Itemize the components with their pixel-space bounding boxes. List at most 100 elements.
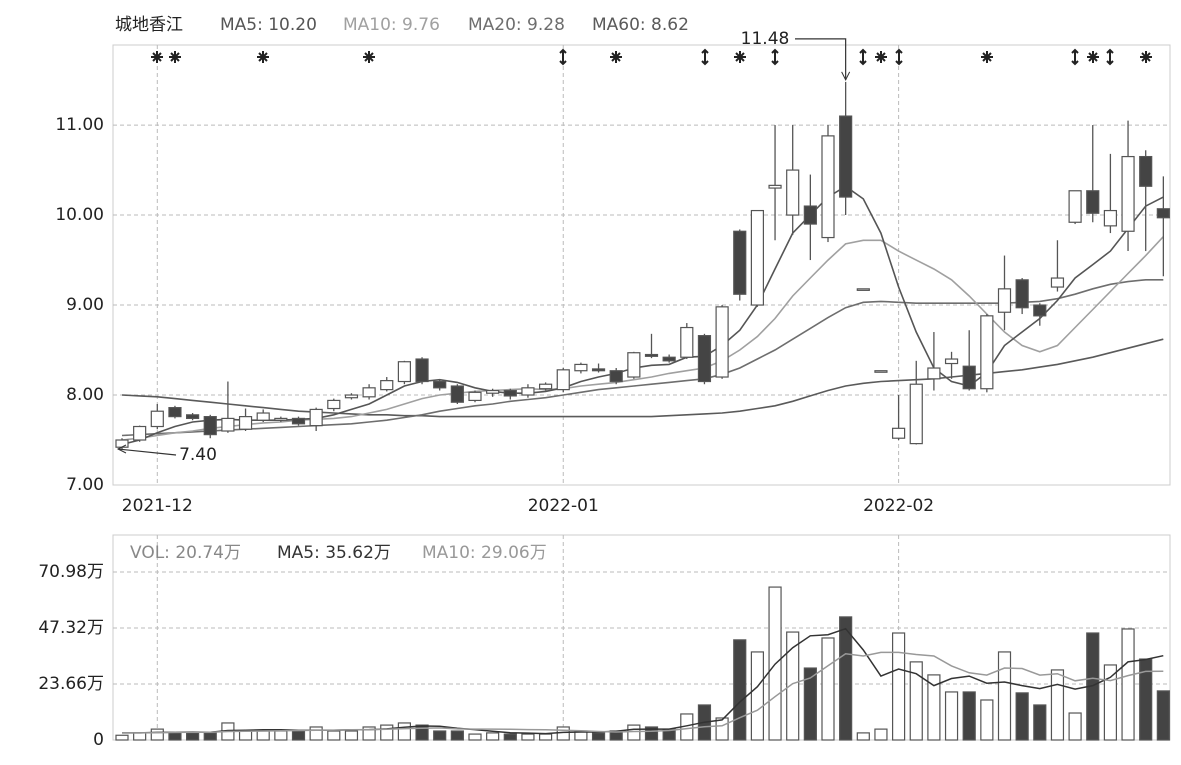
candle-body [133,425,147,441]
candle-body [768,184,782,189]
volume-bar [133,732,147,741]
candle-body [803,205,817,225]
chart-title: 城地香江 [115,15,183,35]
volume-bar [503,733,517,741]
candle-body [609,370,623,383]
volume-bar [962,691,976,741]
volume-bar [874,728,888,741]
volume-bar [591,732,606,741]
candle-body [556,369,570,391]
candle-body [1103,209,1118,227]
candle-body [680,326,694,358]
arrow-head [116,444,127,454]
volume-bar [150,728,164,741]
candle-body [1139,155,1153,187]
candle-body [856,288,870,291]
volume-bar [715,717,729,741]
annotation-label: 11.48 [741,29,790,49]
candle-body [874,370,888,373]
volume-bar [433,730,447,741]
volume-bar [309,726,323,741]
volume-bar [115,734,129,741]
candle-body [115,439,129,448]
x-tick-label: 2022-01 [528,496,599,516]
candle-body [980,315,994,390]
legend-entry: MA60: 8.62 [592,15,689,35]
legend-entry: MA20: 9.28 [468,15,565,35]
volume-bar [1121,628,1135,741]
info-marker [701,48,709,66]
volume-bar [821,637,835,741]
candle-body [1068,190,1082,223]
volume-bar [256,730,270,741]
volume-bar [1103,664,1118,741]
candle-body [203,416,217,436]
candle-body [733,230,747,295]
info-marker [151,51,163,63]
y-tick-label: 7.00 [66,475,104,495]
candle-body [521,387,535,396]
volume-bar [1033,704,1047,741]
volume-bar [556,726,570,741]
y-tick-label: 9.00 [66,295,104,315]
legend-entry: MA10: 29.06万 [422,543,547,563]
x-tick-label: 2022-02 [863,496,934,516]
volume-bar [415,724,429,741]
candle-body [150,410,164,428]
candle-body [1033,304,1047,317]
x-tick-label: 2021-12 [122,496,193,516]
arrow-head [841,71,851,82]
volume-bar [856,732,870,741]
y-tick-label: 0 [93,730,104,750]
info-marker [363,51,375,63]
volume-bar [521,733,535,741]
candle-body [168,407,182,418]
info-marker [734,51,746,63]
candle-body [221,417,235,432]
candle-body [486,389,500,394]
volume-bar [1050,669,1065,741]
candle-body [362,387,376,398]
info-marker [981,51,993,63]
candle-body [415,358,429,383]
ma-line [121,185,1164,446]
volume-bar [486,732,500,741]
info-marker [875,51,887,63]
candle-body [627,352,641,378]
volume-bar [1068,712,1082,741]
candle-body [380,380,394,391]
candle-body [468,391,482,402]
volume-bar [786,631,800,741]
candle-body [1050,277,1065,288]
candle-body [344,394,359,399]
volume-bar [803,667,817,741]
volume-bar [1156,690,1170,741]
candle-body [238,416,253,430]
candle-body [256,412,270,421]
candle-body [662,356,676,362]
y-tick-label: 10.00 [55,205,104,225]
info-marker [895,48,903,66]
candle-body [715,306,729,378]
volume-bar [644,726,659,741]
candle-body [644,353,659,357]
volume-bar [980,699,994,741]
candle-body [1121,155,1135,232]
candle-body [909,383,923,445]
y-tick-label: 70.98万 [38,562,104,582]
info-marker [169,51,181,63]
info-marker [1087,51,1099,63]
info-marker [559,48,567,66]
volume-bar [203,732,217,741]
legend-entry: MA5: 35.62万 [277,543,391,563]
candle-body [839,115,853,198]
y-tick-label: 8.00 [66,385,104,405]
volume-panel [112,534,1171,741]
info-marker [1106,48,1114,66]
volume-bar [944,691,959,741]
volume-ma-line [122,651,1164,734]
volume-bar [274,730,288,741]
volume-bar [627,724,641,741]
info-marker [1071,48,1079,66]
